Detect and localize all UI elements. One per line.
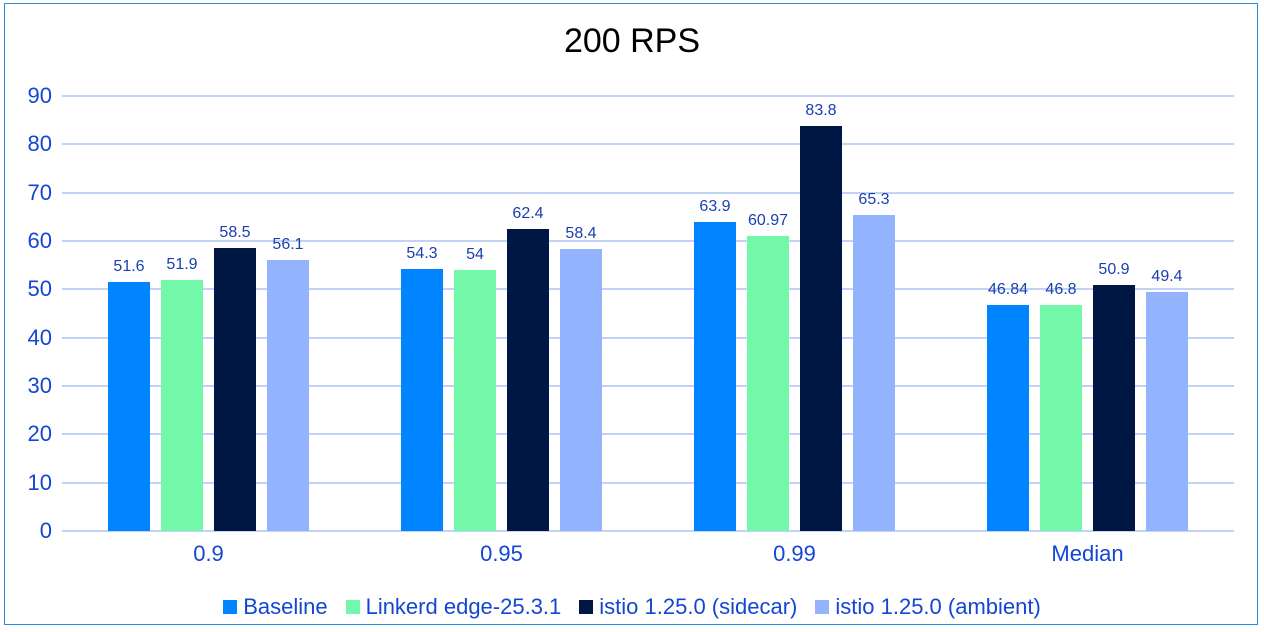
value-label: 46.8: [1045, 280, 1077, 298]
bar: [401, 268, 443, 531]
y-tick-label: 30: [27, 373, 52, 398]
y-tick-label: 20: [27, 421, 52, 447]
legend-label: Linkerd edge-25.3.1: [365, 594, 562, 619]
legend-label: istio 1.25.0 (ambient): [835, 594, 1041, 619]
legend: Baseline Linkerd edge-25.3.1 istio 1.25.0 …: [0, 594, 1264, 620]
legend-item: istio 1.25.0 (sidecar): [579, 594, 797, 620]
y-tick-label: 90: [27, 83, 52, 108]
bar: [214, 248, 256, 531]
value-label: 65.3: [858, 191, 890, 209]
value-label: 83.8: [805, 101, 837, 119]
legend-item: istio 1.25.0 (ambient): [815, 594, 1041, 620]
legend-label: istio 1.25.0 (sidecar): [599, 594, 798, 619]
legend-swatch-icon: [223, 600, 238, 614]
x-tick-label: 0.99: [773, 541, 816, 566]
y-tick-label: 0: [39, 518, 52, 543]
value-label: 51.6: [113, 257, 145, 275]
gridline: [62, 385, 1234, 387]
gridline: [62, 240, 1234, 242]
y-tick-label: 50: [27, 276, 52, 302]
bar: [161, 280, 203, 531]
value-label: 46.84: [987, 280, 1029, 298]
y-tick-label: 80: [27, 131, 52, 157]
legend-swatch-icon: [345, 600, 360, 614]
value-label: 50.9: [1098, 260, 1130, 278]
value-label: 49.4: [1151, 268, 1183, 286]
x-tick-label: 0.95: [480, 541, 523, 566]
y-tick-label: 10: [27, 469, 52, 495]
bar: [800, 125, 842, 531]
bar: [853, 215, 895, 531]
value-label: 54.3: [406, 244, 438, 262]
gridline: [62, 288, 1234, 291]
gridline: [62, 191, 1234, 194]
bar: [454, 270, 496, 531]
value-label: 54: [466, 246, 484, 263]
bar: [267, 259, 309, 531]
gridline: [62, 143, 1234, 146]
value-label: 62.4: [512, 205, 544, 223]
bar: [1146, 292, 1188, 531]
legend-item: Baseline: [223, 594, 328, 620]
value-label: 58.5: [219, 224, 251, 242]
plot-area: 0 10 20 30 40 50 60 70 80 90 0.9 0.95 0.99 Median 51.6…: [28, 83, 1234, 566]
bar: [560, 248, 602, 531]
gridline: [62, 481, 1234, 484]
chart-title: 200 RPS: [563, 22, 701, 60]
legend-label: Baseline: [243, 594, 328, 619]
gridline: [62, 433, 1234, 436]
gridline: [62, 95, 1234, 97]
bar: [1040, 304, 1082, 531]
y-tick-label: 40: [27, 324, 52, 350]
bar: [108, 281, 150, 531]
value-label: 63.9: [699, 198, 731, 216]
value-label: 60.97: [747, 212, 789, 230]
bar: [747, 236, 789, 531]
legend-swatch-icon: [815, 600, 830, 614]
y-tick-label: 60: [27, 228, 52, 253]
bar: [507, 229, 549, 531]
legend-item: Linkerd edge-25.3.1: [345, 594, 562, 620]
legend-swatch-icon: [579, 600, 594, 614]
value-label: 56.1: [272, 235, 304, 253]
bar: [1093, 284, 1135, 531]
y-tick-label: 70: [27, 179, 52, 205]
value-label: 58.4: [565, 224, 597, 242]
x-tick-label: Median: [1051, 541, 1124, 566]
gridline: [62, 530, 1234, 532]
gridline: [62, 336, 1234, 339]
x-tick-label: 0.9: [193, 541, 224, 566]
bar: [987, 304, 1029, 531]
value-label: 51.9: [166, 256, 198, 274]
bar: [694, 222, 736, 531]
